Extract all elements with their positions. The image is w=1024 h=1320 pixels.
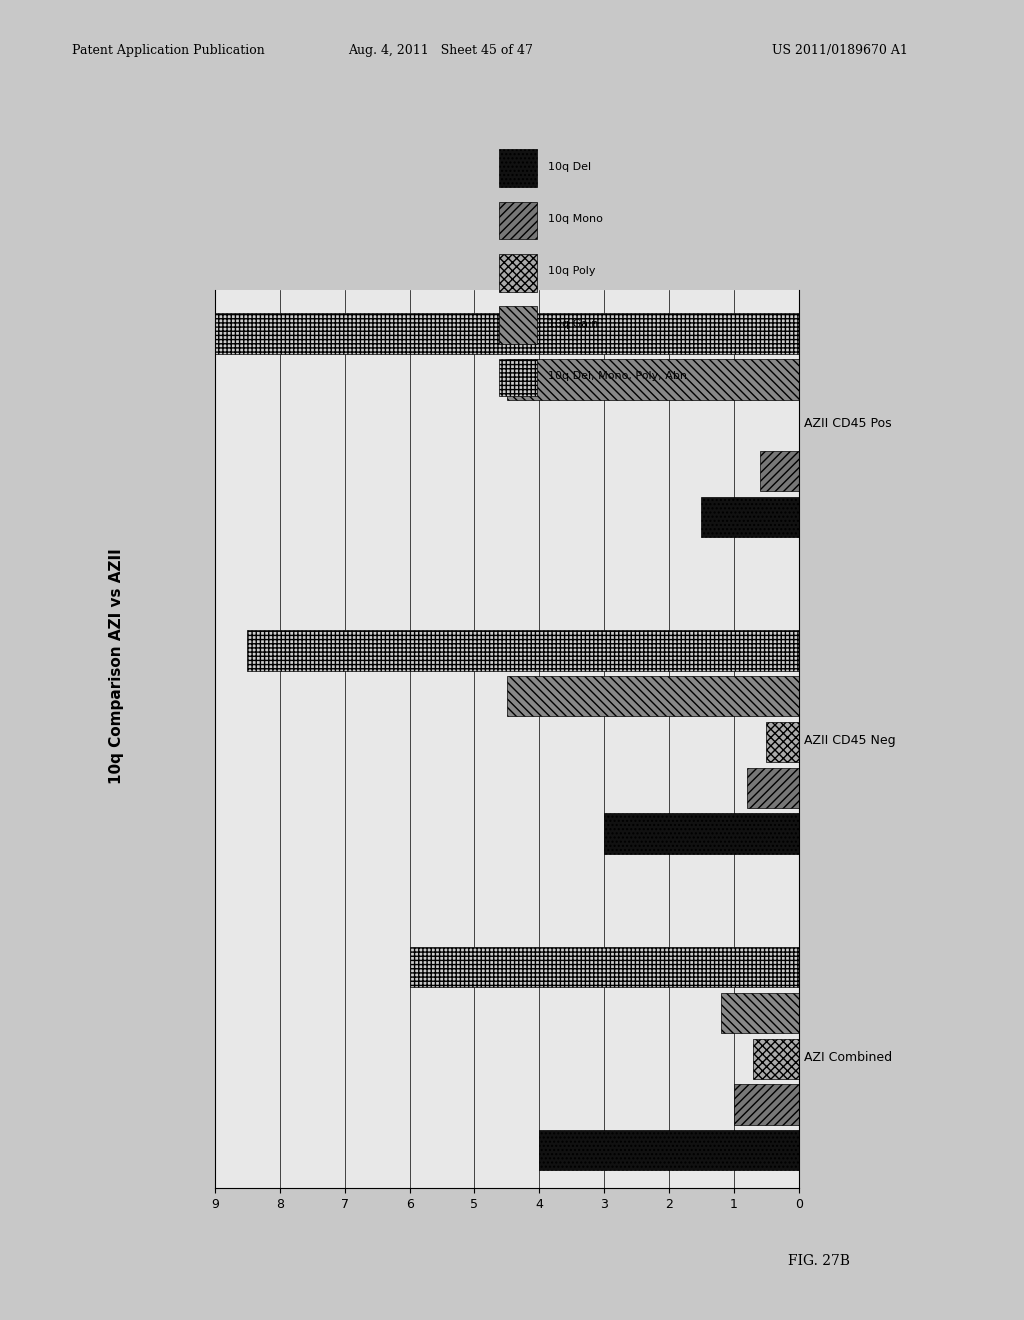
Bar <box>248 630 799 671</box>
Bar <box>760 450 799 491</box>
Text: US 2011/0189670 A1: US 2011/0189670 A1 <box>772 44 907 57</box>
Bar <box>499 202 537 239</box>
Bar <box>734 1084 799 1125</box>
Bar <box>499 359 537 396</box>
Bar <box>507 676 799 717</box>
Bar <box>507 359 799 400</box>
Text: Aug. 4, 2011   Sheet 45 of 47: Aug. 4, 2011 Sheet 45 of 47 <box>348 44 532 57</box>
Bar <box>701 496 799 537</box>
Text: 10q Del, Mono, Poly, Abn: 10q Del, Mono, Poly, Abn <box>549 371 687 381</box>
Text: 10q Comparison AZI vs AZII: 10q Comparison AZI vs AZII <box>109 549 124 784</box>
Bar <box>499 253 537 292</box>
Bar <box>721 993 799 1034</box>
Text: 10q Gain: 10q Gain <box>549 318 599 329</box>
Bar <box>410 946 799 987</box>
Bar <box>746 767 799 808</box>
Bar <box>215 313 799 354</box>
Text: Patent Application Publication: Patent Application Publication <box>72 44 264 57</box>
Bar <box>754 1039 799 1078</box>
Bar <box>604 813 799 854</box>
Text: 10q Del: 10q Del <box>549 162 592 172</box>
Bar <box>499 306 537 345</box>
Text: FIG. 27B: FIG. 27B <box>788 1254 850 1267</box>
Bar <box>766 722 799 762</box>
Bar <box>499 149 537 187</box>
Text: 10q Poly: 10q Poly <box>549 267 596 276</box>
Bar <box>540 1130 799 1171</box>
Text: 10q Mono: 10q Mono <box>549 214 603 224</box>
